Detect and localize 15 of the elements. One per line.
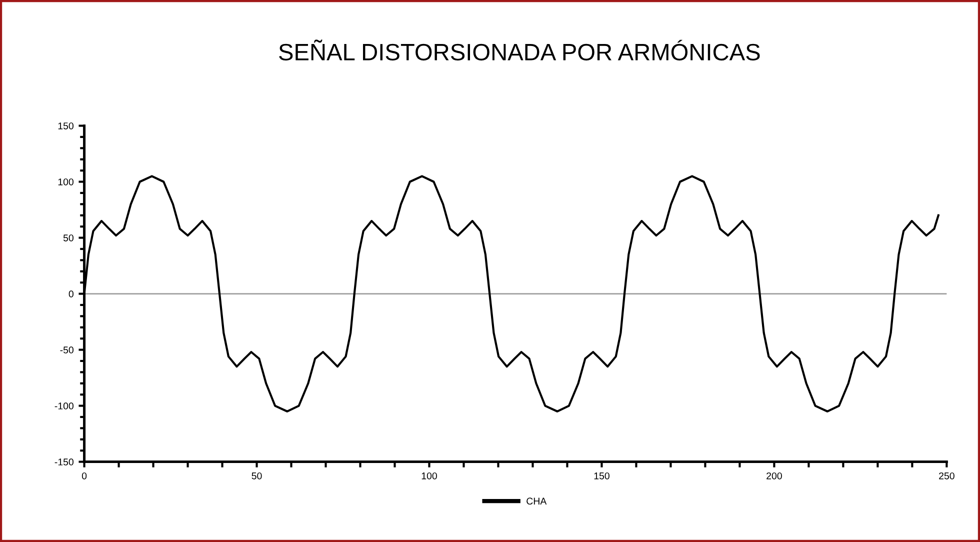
- y-tick-label: 0: [68, 290, 74, 298]
- x-tick-label: 200: [766, 472, 782, 480]
- legend-label: CHA: [526, 498, 547, 505]
- y-tick-label: -150: [54, 458, 74, 466]
- x-tick-label: 100: [422, 472, 437, 480]
- y-tick-label: 50: [63, 234, 74, 242]
- chart-title: SEÑAL DISTORSIONADA POR ARMÓNICAS: [279, 40, 760, 61]
- y-tick-label: 150: [58, 122, 74, 130]
- y-tick-label: -50: [60, 346, 74, 354]
- x-tick-label: 250: [939, 472, 954, 480]
- y-tick-label: 100: [58, 178, 74, 186]
- y-tick-label: -100: [54, 402, 74, 410]
- x-tick-label: 0: [82, 472, 87, 480]
- x-tick-label: 50: [252, 472, 262, 480]
- x-tick-label: 150: [594, 472, 610, 480]
